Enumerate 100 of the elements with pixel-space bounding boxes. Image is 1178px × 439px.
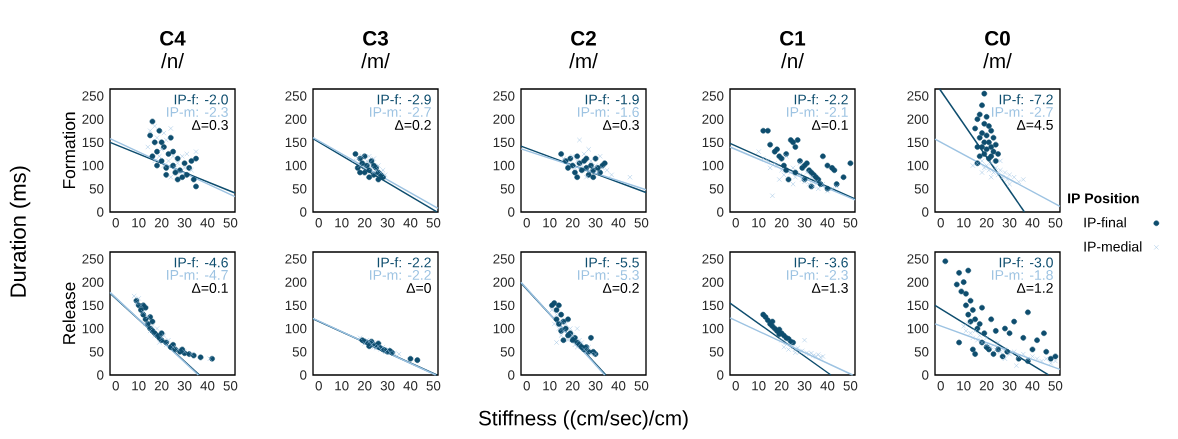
annotation: Δ=0.3 — [191, 120, 228, 130]
x-tick-label: 10 — [335, 218, 349, 228]
legend-label: IP-medial — [1084, 241, 1142, 252]
y-tick-label: 250 — [907, 91, 929, 101]
y-tick-label: 250 — [702, 91, 724, 101]
annotation: IP-f: -7.2 — [999, 94, 1053, 105]
x-tick-label: 30 — [588, 381, 603, 391]
annotation: IP-m: -2.3 — [787, 270, 848, 281]
annotation: IP-m: -2.3 — [167, 107, 228, 118]
x-tick-label: 30 — [1002, 381, 1017, 391]
x-tick-label: 20 — [357, 218, 372, 228]
chart-title: C3 — [363, 30, 388, 46]
x-tick-label: 50 — [223, 218, 238, 228]
x-tick-label: 50 — [426, 218, 441, 228]
x-tick-label: 10 — [335, 381, 349, 391]
y-tick-label: 150 — [493, 137, 515, 148]
x-tick-label: 10 — [543, 218, 557, 228]
legend-title: IP Position — [1068, 192, 1139, 204]
y-tick-label: 150 — [285, 137, 307, 148]
x-tick-label: 50 — [634, 381, 649, 391]
y-tick-label: 100 — [907, 160, 929, 171]
y-tick-label: 250 — [907, 254, 929, 264]
annotation: IP-f: -5.5 — [585, 257, 639, 268]
x-tick-label: 50 — [426, 381, 441, 391]
y-tick-label: 50 — [89, 347, 104, 357]
x-tick-label: 30 — [1002, 218, 1017, 228]
x-tick-label: 40 — [200, 381, 215, 391]
y-tick-label: 50 — [709, 347, 724, 357]
x-tick-label: 50 — [843, 218, 858, 228]
x-tick-label: 20 — [357, 381, 372, 391]
y-tick-label: 150 — [493, 300, 515, 311]
annotation: Δ=0.2 — [602, 283, 639, 293]
y-tick-label: 200 — [907, 114, 929, 124]
annotation: IP-f: -2.0 — [174, 94, 228, 105]
x-tick-label: 10 — [132, 218, 146, 228]
x-tick-label: 30 — [380, 218, 395, 228]
x-tick-label: 40 — [200, 218, 215, 228]
y-tick-label: 50 — [914, 347, 929, 357]
x-tick-label: 0 — [315, 381, 322, 391]
y-tick-label: 150 — [82, 137, 104, 148]
x-tick-label: 10 — [752, 381, 766, 391]
x-axis-title: Stiffness ((cm/sec)/cm) — [479, 410, 688, 430]
x-tick-label: 20 — [774, 218, 789, 228]
chart-subtitle: /m/ — [361, 53, 390, 69]
y-tick-label: 100 — [493, 160, 515, 171]
annotation: Δ=0.1 — [811, 120, 848, 130]
y-tick-label: 200 — [493, 114, 515, 124]
x-tick-label: 0 — [315, 218, 322, 228]
x-tick-label: 20 — [565, 218, 580, 228]
y-tick-label: 100 — [907, 323, 929, 334]
y-tick-label: 150 — [702, 137, 724, 148]
y-tick-label: 200 — [82, 277, 104, 287]
y-tick-label: 200 — [285, 277, 307, 287]
x-tick-label: 0 — [732, 218, 739, 228]
x-tick-label: 40 — [611, 218, 626, 228]
annotation: IP-m: -2.1 — [787, 107, 848, 117]
x-tick-label: 40 — [820, 381, 835, 391]
annotation: IP-m: -1.8 — [992, 270, 1053, 281]
annotation: IP-m: -2.7 — [992, 107, 1053, 117]
y-tick-label: 50 — [89, 184, 104, 194]
y-axis-title: Release — [62, 282, 76, 344]
y-tick-label: 250 — [82, 91, 104, 101]
text: Duration (ms) — [9, 166, 31, 297]
x-tick-label: 0 — [523, 218, 530, 228]
y-tick-label: 250 — [493, 91, 515, 101]
y-tick-label: 0 — [922, 370, 929, 380]
annotation: IP-m: -5.3 — [578, 270, 639, 281]
y-tick-label: 100 — [285, 323, 307, 334]
x-tick-label: 40 — [611, 381, 626, 391]
x-tick-label: 30 — [797, 381, 812, 391]
x-tick-label: 40 — [403, 218, 418, 228]
x-tick-label: 0 — [937, 381, 944, 391]
annotation: Δ=0 — [406, 283, 431, 293]
x-tick-label: 30 — [380, 381, 395, 391]
x-tick-label: 10 — [957, 381, 971, 391]
annotation: IP-f: -2.2 — [377, 257, 431, 268]
x-tick-label: 10 — [957, 218, 971, 228]
x-tick-label: 10 — [543, 381, 557, 391]
annotation: IP-f: -3.6 — [794, 257, 848, 268]
x-tick-label: 40 — [1025, 381, 1040, 391]
annotation: Δ=0.3 — [602, 120, 639, 130]
y-tick-label: 0 — [508, 370, 515, 380]
y-tick-label: 200 — [702, 277, 724, 287]
annotation: IP-f: -2.2 — [794, 94, 848, 105]
chart-subtitle: /m/ — [569, 53, 598, 69]
y-tick-label: 250 — [493, 254, 515, 264]
x-tick-label: 10 — [752, 218, 766, 228]
x-tick-label: 20 — [565, 381, 580, 391]
y-tick-label: 100 — [493, 323, 515, 334]
y-tick-label: 50 — [292, 184, 307, 194]
x-tick-label: 0 — [112, 381, 119, 391]
annotation: IP-f: -1.9 — [585, 94, 639, 105]
chart-title: C2 — [571, 30, 596, 46]
chart-title: C1 — [780, 30, 806, 46]
x-tick-label: 30 — [177, 381, 192, 391]
annotation: IP-m: -2.7 — [370, 107, 431, 117]
x-tick-label: 20 — [154, 218, 169, 228]
x-tick-label: 20 — [979, 381, 994, 391]
y-tick-label: 50 — [914, 184, 929, 194]
annotation: IP-f: -4.6 — [174, 257, 228, 268]
